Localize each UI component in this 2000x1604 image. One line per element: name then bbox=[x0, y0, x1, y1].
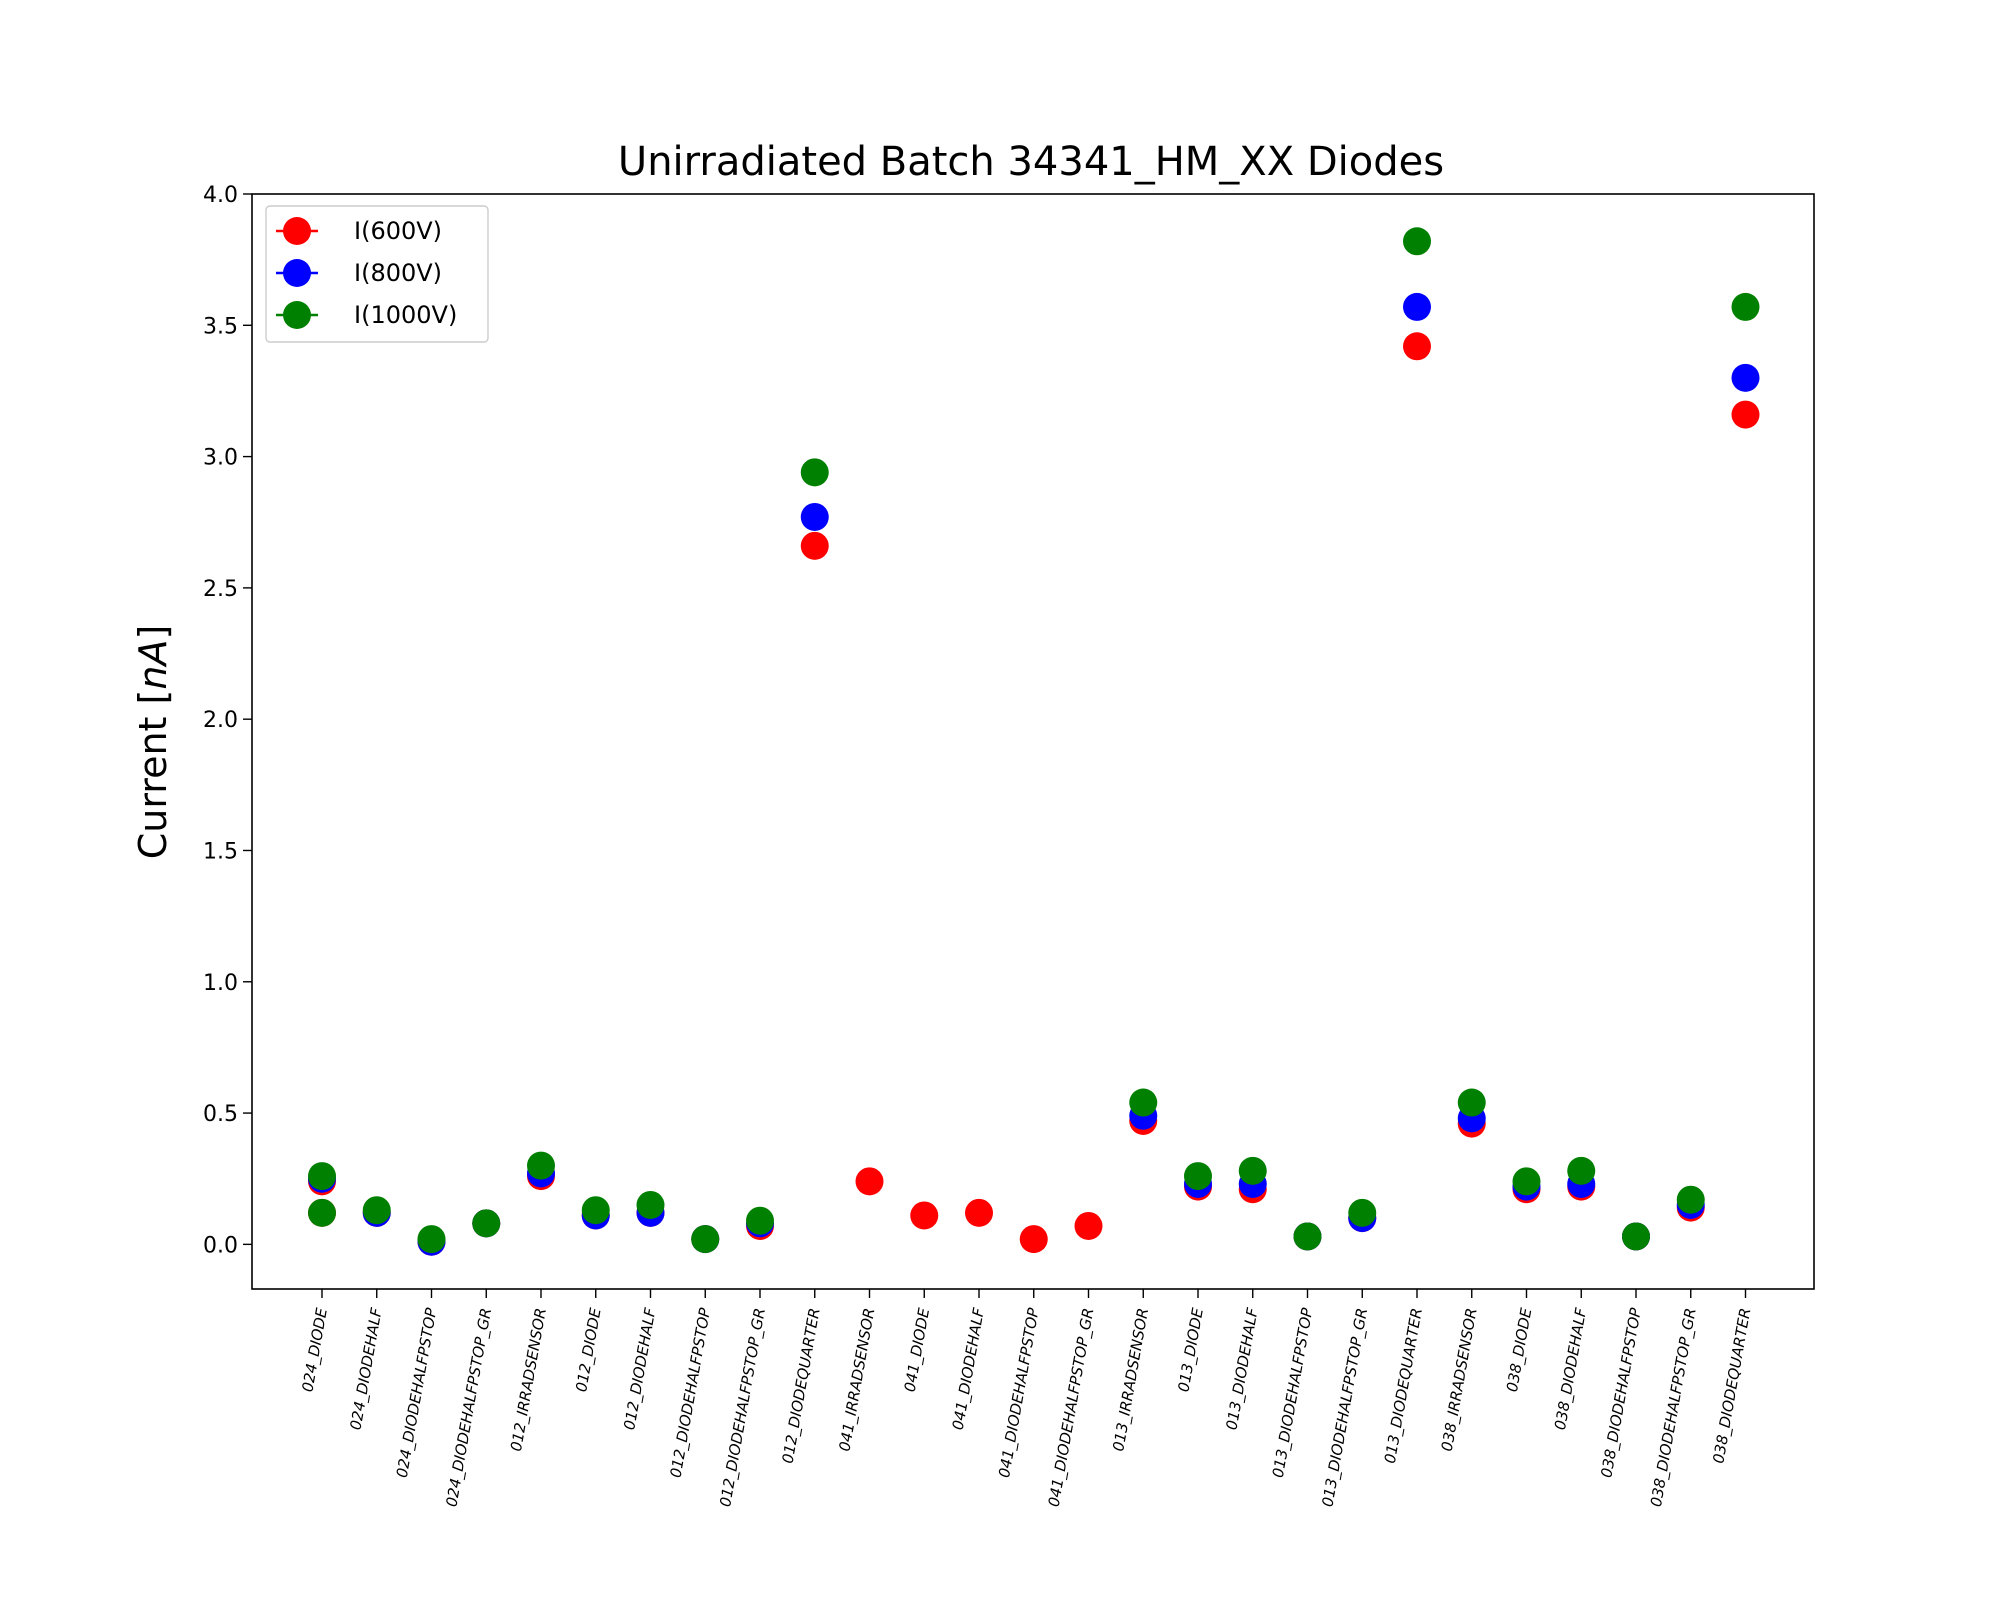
data-point-i1000v bbox=[1348, 1198, 1377, 1227]
data-point-i1000v bbox=[1129, 1088, 1158, 1117]
data-point-i1000v bbox=[308, 1162, 336, 1191]
data-point-i1000v bbox=[417, 1225, 446, 1254]
x-tick-label: 013_DIODEHALFPSTOP_GR bbox=[1318, 1307, 1372, 1509]
data-point-i1000v bbox=[1731, 292, 1760, 321]
x-tick-label: 012_IRRADSENSOR bbox=[507, 1307, 551, 1453]
data-point-i600v bbox=[965, 1198, 993, 1227]
x-tick-label: 041_DIODE bbox=[901, 1306, 935, 1393]
data-point-i1000v bbox=[691, 1225, 720, 1254]
data-point-i1000v bbox=[800, 458, 829, 487]
data-point-i600v bbox=[1403, 332, 1431, 361]
x-tick-label: 024_DIODEHALFPSTOP_GR bbox=[442, 1307, 496, 1509]
legend-box bbox=[265, 205, 489, 343]
x-tick-label: 012_DIODE bbox=[572, 1306, 606, 1393]
legend-label: I(800V) bbox=[354, 259, 442, 287]
data-point-i1000v bbox=[1567, 1156, 1596, 1185]
legend-marker bbox=[283, 259, 311, 287]
x-tick-label: 038_DIODE bbox=[1503, 1306, 1537, 1393]
data-point-i1000v bbox=[581, 1196, 610, 1225]
x-tick-label: 041_DIODEHALF bbox=[949, 1306, 989, 1431]
x-tick-label: 038_DIODEHALFPSTOP bbox=[1597, 1306, 1646, 1480]
y-tick-label: 3.5 bbox=[203, 314, 238, 339]
y-tick-label: 3.0 bbox=[203, 446, 238, 471]
data-point-i1000v bbox=[1184, 1162, 1212, 1191]
x-tick-label: 038_DIODEQUARTER bbox=[1709, 1307, 1755, 1465]
x-tick-label: 012_DIODEHALFPSTOP bbox=[667, 1306, 716, 1480]
data-point-i1000v bbox=[1293, 1222, 1322, 1251]
data-point-i1000v bbox=[1676, 1185, 1705, 1214]
data-point-i600v bbox=[1019, 1225, 1048, 1254]
data-point-i800v bbox=[1403, 292, 1431, 321]
data-point-i1000v bbox=[1457, 1088, 1486, 1117]
y-tick-label: 2.0 bbox=[203, 708, 238, 733]
plot-frame bbox=[251, 193, 1815, 1290]
data-point-i800v bbox=[1731, 363, 1760, 392]
data-point-i1000v bbox=[472, 1209, 501, 1238]
legend-label: I(1000V) bbox=[354, 301, 457, 329]
x-tick-label: 013_DIODEHALFPSTOP bbox=[1269, 1306, 1318, 1480]
x-tick-label: 013_DIODE bbox=[1174, 1306, 1208, 1393]
y-tick-label: 1.5 bbox=[203, 839, 238, 864]
legend: I(600V) I(800V) I(1000V) bbox=[265, 205, 489, 343]
legend-marker bbox=[283, 217, 311, 245]
x-tick-label: 038_DIODEHALFPSTOP_GR bbox=[1647, 1307, 1701, 1509]
x-tick-label: 013_DIODEQUARTER bbox=[1381, 1307, 1427, 1465]
data-point-i1000v bbox=[746, 1206, 774, 1235]
data-point-i1000v bbox=[1238, 1156, 1267, 1185]
y-tick-label: 2.5 bbox=[203, 577, 238, 602]
x-tick-label: 041_DIODEHALFPSTOP_GR bbox=[1045, 1307, 1099, 1509]
x-tick-label: 038_IRRADSENSOR bbox=[1438, 1307, 1482, 1453]
y-axis-label: Current [nA] bbox=[131, 625, 175, 860]
x-tick-label: 024_DIODEHALFPSTOP bbox=[393, 1306, 442, 1480]
plot-area: 0.0 0.5 1.0 1.5 2.0 2.5 3.0 3.5 4.0 024_DIODE 024_… bbox=[203, 183, 1760, 1508]
data-point-i1000v bbox=[636, 1190, 665, 1219]
x-tick-label: 012_DIODEHALFPSTOP_GR bbox=[716, 1307, 770, 1509]
y-tick-label: 4.0 bbox=[203, 183, 238, 208]
x-tick-label: 041_DIODEHALFPSTOP bbox=[995, 1306, 1044, 1480]
data-point-i1000v bbox=[527, 1151, 555, 1180]
data-point-i800v bbox=[800, 502, 829, 531]
y-tick-label: 1.0 bbox=[203, 971, 238, 996]
data-point-i600v bbox=[1731, 400, 1760, 429]
x-tick-label: 041_IRRADSENSOR bbox=[836, 1307, 880, 1453]
x-tick-label: 038_DIODEHALF bbox=[1551, 1306, 1591, 1431]
data-point-i600v bbox=[800, 531, 829, 560]
x-tick-label: 013_DIODEHALF bbox=[1223, 1306, 1263, 1431]
y-tick-label: 0.5 bbox=[203, 1102, 238, 1127]
data-point-i600v bbox=[1074, 1211, 1103, 1240]
y-axis-label-main: Current [ bbox=[131, 690, 175, 860]
x-tick-label: 012_DIODEQUARTER bbox=[779, 1307, 825, 1465]
data-point-i1000v bbox=[1622, 1222, 1650, 1251]
data-point-i600v bbox=[910, 1201, 939, 1230]
x-tick-label: 013_IRRADSENSOR bbox=[1109, 1307, 1153, 1453]
y-tick-label: 0.0 bbox=[203, 1233, 238, 1258]
y-axis-label-unit: nA bbox=[131, 640, 175, 690]
x-tick-label: 024_DIODE bbox=[298, 1306, 332, 1393]
y-axis-label-close: ] bbox=[131, 625, 175, 640]
data-point-extra bbox=[308, 1198, 336, 1227]
data-point-i1000v bbox=[362, 1196, 391, 1225]
x-tick-label: 012_DIODEHALF bbox=[620, 1306, 660, 1431]
x-tick-label: 024_DIODEHALF bbox=[347, 1306, 387, 1431]
chart-title: Unirradiated Batch 34341_HM_XX Diodes bbox=[618, 139, 1444, 185]
legend-label: I(600V) bbox=[354, 217, 442, 245]
data-point-i600v bbox=[855, 1167, 884, 1196]
legend-marker bbox=[283, 301, 311, 329]
data-point-i1000v bbox=[1403, 227, 1431, 256]
data-point-i1000v bbox=[1512, 1167, 1541, 1196]
